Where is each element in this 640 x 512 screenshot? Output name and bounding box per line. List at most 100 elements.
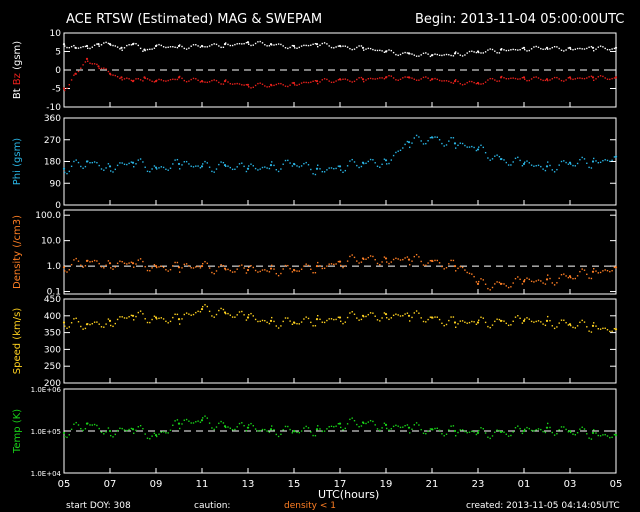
data-point — [199, 81, 202, 83]
data-point — [499, 48, 503, 51]
data-point — [455, 147, 457, 149]
data-point — [158, 167, 160, 169]
data-point — [586, 162, 588, 164]
data-point — [551, 325, 553, 327]
data-point — [206, 46, 208, 48]
data-point — [464, 54, 466, 56]
data-point — [425, 52, 427, 54]
data-point — [604, 159, 606, 161]
data-point — [429, 428, 432, 430]
data-point — [317, 82, 319, 85]
data-point — [245, 319, 248, 321]
data-point — [202, 262, 204, 265]
data-point — [211, 315, 213, 317]
data-point — [317, 164, 319, 166]
data-point — [614, 46, 618, 49]
data-point — [91, 161, 93, 164]
data-point — [146, 437, 149, 439]
data-point — [384, 159, 388, 162]
data-point — [576, 77, 579, 79]
data-point — [563, 426, 565, 428]
data-point — [287, 264, 289, 267]
data-point — [126, 317, 128, 319]
data-point — [105, 41, 107, 44]
data-point — [563, 273, 565, 275]
y-tick-label: 100.0 — [35, 211, 61, 221]
data-point — [195, 78, 197, 80]
data-point — [476, 50, 480, 53]
data-point — [478, 319, 480, 321]
data-point — [407, 258, 411, 261]
data-point — [153, 165, 156, 167]
data-point — [291, 323, 294, 326]
data-point — [505, 322, 507, 325]
data-point — [604, 269, 606, 271]
data-point — [367, 421, 369, 423]
data-point — [528, 79, 530, 82]
data-point — [326, 78, 328, 81]
data-point — [289, 84, 291, 86]
data-point — [119, 316, 121, 318]
data-point — [238, 163, 241, 165]
data-point — [498, 318, 501, 321]
data-point — [93, 63, 96, 65]
data-point — [338, 44, 342, 48]
data-point — [179, 75, 181, 78]
data-point — [565, 161, 567, 164]
data-point — [188, 265, 190, 267]
data-point — [491, 435, 494, 437]
data-point — [397, 79, 399, 81]
data-point — [333, 263, 335, 266]
data-point — [537, 428, 540, 430]
data-point — [85, 57, 89, 61]
data-point — [225, 312, 227, 315]
data-point — [121, 260, 123, 263]
data-point — [611, 436, 613, 439]
data-point — [114, 74, 116, 77]
data-point — [190, 422, 192, 424]
data-point — [344, 78, 346, 80]
data-point — [89, 162, 91, 164]
data-point — [172, 265, 174, 267]
data-point — [312, 173, 314, 175]
data-point — [356, 164, 358, 167]
data-point — [108, 429, 112, 433]
data-point — [484, 151, 487, 154]
data-point — [597, 328, 599, 330]
data-point — [358, 45, 360, 47]
data-point — [315, 428, 319, 431]
data-point — [480, 144, 482, 146]
panel-frame — [63, 117, 617, 206]
data-point — [501, 75, 503, 78]
data-point — [344, 265, 346, 267]
data-point — [473, 321, 475, 323]
data-point — [303, 427, 305, 429]
data-point — [202, 163, 204, 165]
data-point — [455, 51, 457, 53]
data-point — [100, 431, 103, 433]
data-point — [346, 165, 349, 167]
data-point — [524, 48, 526, 51]
data-point — [126, 429, 128, 432]
data-point — [530, 280, 533, 283]
data-point — [89, 261, 91, 263]
data-point — [108, 165, 112, 168]
data-point — [583, 48, 586, 50]
data-point — [64, 270, 66, 272]
data-point — [471, 273, 473, 275]
data-point — [379, 49, 381, 52]
data-point — [296, 323, 298, 325]
data-point — [609, 160, 611, 163]
data-point — [84, 45, 87, 48]
data-point — [269, 319, 273, 322]
data-point — [335, 318, 337, 321]
data-point — [574, 78, 576, 80]
data-point — [246, 316, 250, 319]
data-point — [307, 164, 310, 166]
data-point — [85, 44, 89, 48]
data-point — [533, 281, 535, 283]
data-point — [487, 436, 489, 438]
data-point — [190, 165, 192, 167]
data-point — [489, 289, 491, 291]
data-point — [358, 319, 360, 321]
